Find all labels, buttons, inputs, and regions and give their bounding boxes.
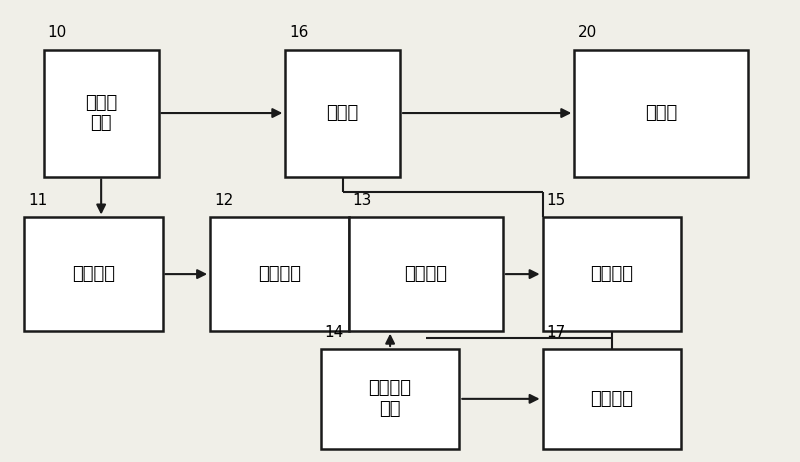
Text: 20: 20 (578, 25, 598, 41)
Text: 计数电路: 计数电路 (404, 265, 447, 283)
Text: 16: 16 (289, 25, 309, 41)
Text: 14: 14 (325, 325, 344, 340)
Text: 整形电路: 整形电路 (258, 265, 301, 283)
Bar (44, 49, 158, 176)
Bar (210, 218, 349, 331)
Text: 输入电路: 输入电路 (72, 265, 114, 283)
Bar (349, 218, 503, 331)
Text: 12: 12 (214, 193, 234, 208)
Bar (542, 349, 681, 449)
Text: 15: 15 (546, 193, 566, 208)
Text: 假负载: 假负载 (645, 104, 678, 122)
Text: 17: 17 (546, 325, 566, 340)
Text: 13: 13 (353, 193, 372, 208)
Text: 继电器: 继电器 (326, 104, 358, 122)
Text: 多谐震荡
电路: 多谐震荡 电路 (369, 379, 412, 418)
Text: 电源电路: 电源电路 (590, 390, 634, 408)
Bar (574, 49, 748, 176)
Bar (542, 218, 681, 331)
Text: 10: 10 (48, 25, 67, 41)
Bar (286, 49, 400, 176)
Text: 风力发
电机: 风力发 电机 (85, 94, 118, 133)
Text: 11: 11 (28, 193, 47, 208)
Bar (24, 218, 162, 331)
Bar (321, 349, 459, 449)
Text: 驱动电路: 驱动电路 (590, 265, 634, 283)
